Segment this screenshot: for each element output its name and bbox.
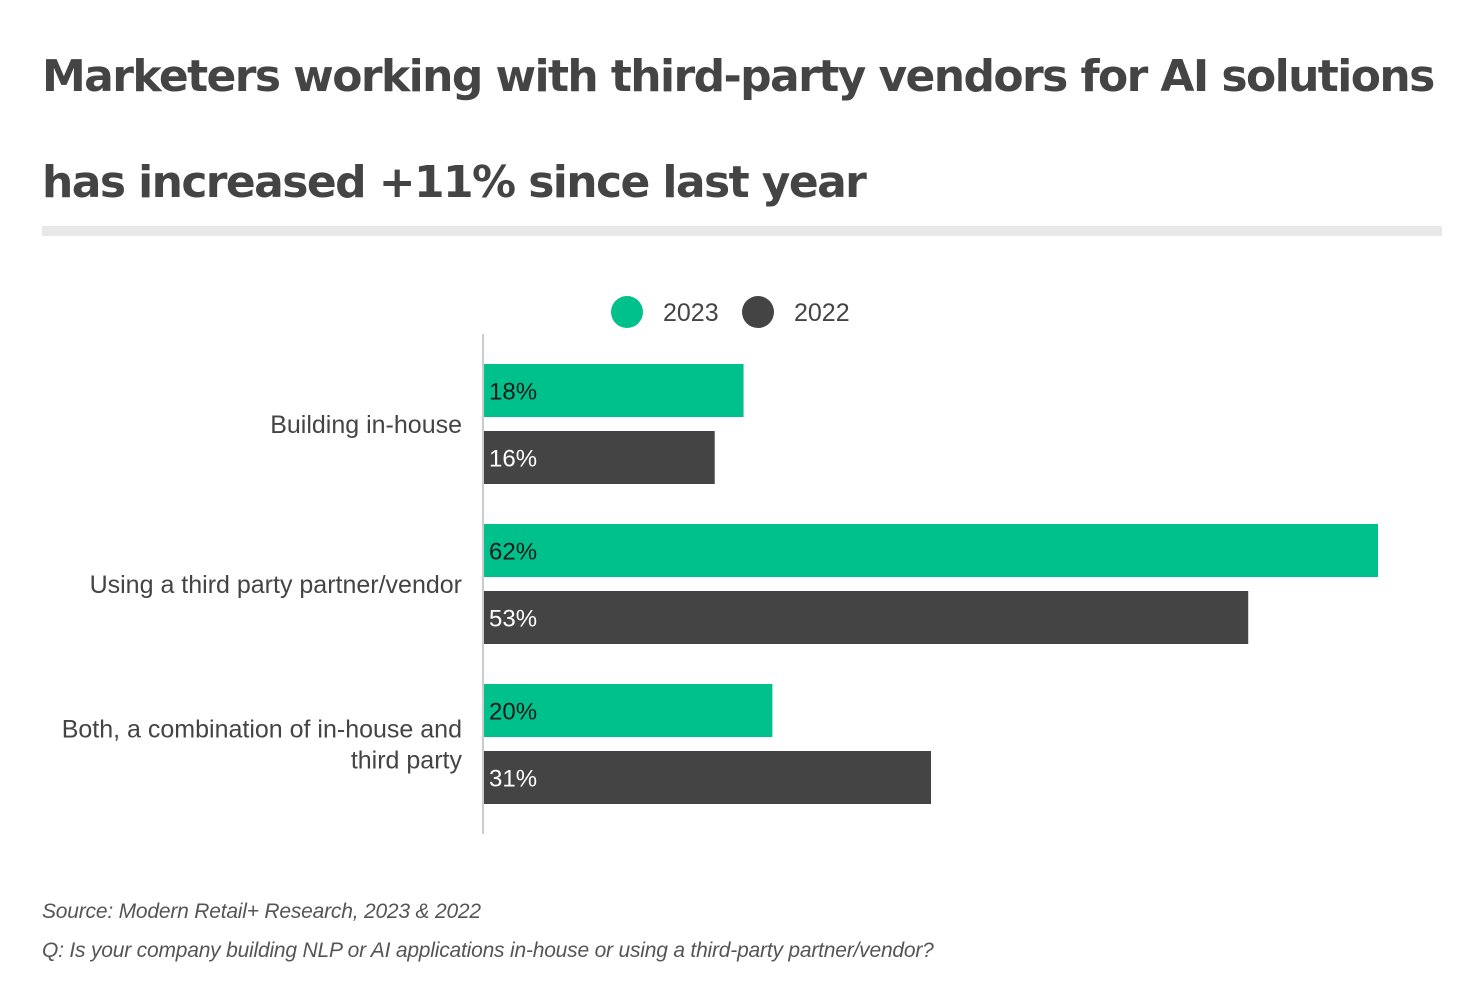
legend-marker-2023 [611,296,643,328]
bar-2023-both-a-combination-of-in-house-and-third-party [484,684,773,737]
title-divider [42,226,1442,236]
legend-label-2023: 2023 [663,299,719,327]
category-label-both-a-combination-of-in-house-and-third-party-line-1: Both, a combination of in-house and [62,716,462,744]
data-label-2023-using-a-third-party-partner-vendor: 62% [489,539,537,566]
bar-2022-both-a-combination-of-in-house-and-third-party [484,751,931,804]
bar-2022-using-a-third-party-partner-vendor [484,591,1249,644]
category-label-building-in-house: Building in-house [270,411,462,439]
data-label-2022-both-a-combination-of-in-house-and-third-party: 31% [489,766,537,793]
data-label-2023-building-in-house: 18% [489,379,537,406]
chart-title: Marketers working with third-party vendo… [42,51,1435,208]
data-label-2023-both-a-combination-of-in-house-and-third-party: 20% [489,699,537,726]
data-label-2022-building-in-house: 16% [489,446,537,473]
question-note: Q: Is your company building NLP or AI ap… [42,939,934,962]
source-note: Source: Modern Retail+ Research, 2023 & … [42,900,481,923]
legend-label-2022: 2022 [794,299,850,327]
bar-2023-using-a-third-party-partner-vendor [484,524,1378,577]
category-label-using-a-third-party-partner-vendor: Using a third party partner/vendor [90,571,462,599]
category-label-both-a-combination-of-in-house-and-third-party-line-2: third party [351,747,463,775]
bar-2022-building-in-house [484,431,715,484]
legend-marker-2022 [742,296,774,328]
data-label-2022-using-a-third-party-partner-vendor: 53% [489,606,537,633]
bar-2023-building-in-house [484,364,744,417]
